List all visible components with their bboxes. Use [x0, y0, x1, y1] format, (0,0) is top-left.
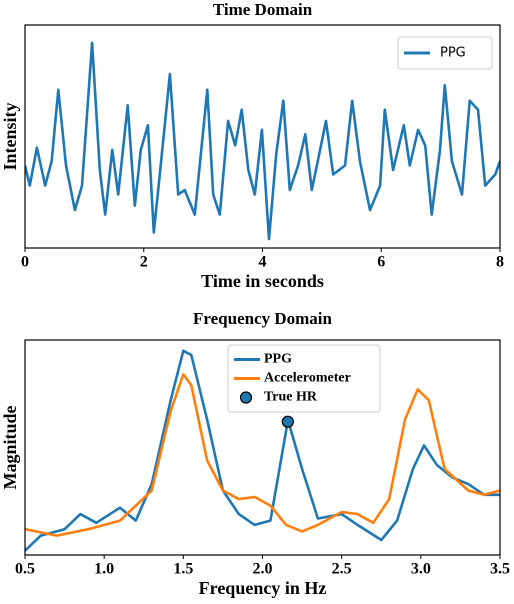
x-tick-label: 1.0: [94, 561, 114, 578]
legend-label: True HR: [264, 390, 318, 405]
axes-frame: [24, 339, 501, 556]
chart-title: Frequency Domain: [193, 309, 333, 328]
x-tick-label: 3.0: [411, 561, 431, 578]
legend-box: [227, 344, 381, 413]
chart-title: Time Domain: [213, 0, 313, 19]
legend-label: PPG: [440, 46, 466, 61]
x-tick-label: 1.5: [173, 561, 193, 578]
x-tick-label: 2.5: [332, 561, 352, 578]
series-line: [25, 41, 500, 241]
x-tick-label: 4: [259, 254, 267, 271]
x-tick-label: 2.0: [253, 561, 273, 578]
x-tick-label: 2: [140, 254, 148, 271]
x-axis-label: Time in seconds: [201, 271, 324, 291]
x-tick-label: 0.5: [15, 561, 35, 578]
legend-box: [397, 36, 493, 70]
legend-label: Accelerometer: [264, 371, 351, 386]
x-tick-label: 8: [496, 254, 504, 271]
x-tick-label: 3.5: [490, 561, 510, 578]
true-hr-point: [281, 415, 294, 428]
series-line: [25, 349, 500, 552]
x-tick-label: 6: [377, 254, 385, 271]
x-axis-label: Frequency in Hz: [199, 578, 327, 598]
legend-marker: [239, 391, 253, 404]
x-tick-label: 0: [21, 254, 29, 271]
series-line: [25, 373, 500, 537]
axes-frame: [24, 24, 501, 249]
y-axis-label: Magnitude: [0, 405, 20, 489]
y-axis-label: Intensity: [0, 102, 20, 170]
legend-label: PPG: [264, 352, 292, 367]
